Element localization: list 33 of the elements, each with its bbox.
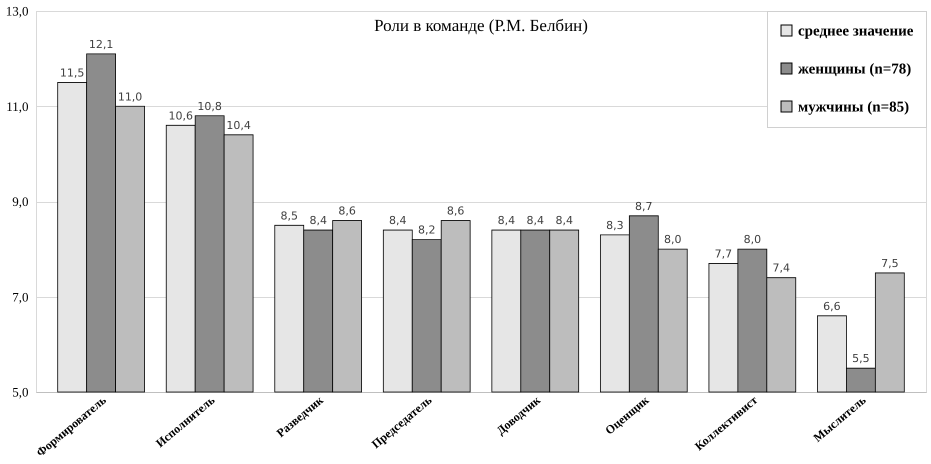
chart-title: Роли в команде (Р.М. Белбин) xyxy=(374,16,588,35)
data-label: 10,4 xyxy=(226,118,251,132)
legend-label: среднее значение xyxy=(798,24,914,40)
data-label: 8,6 xyxy=(446,204,464,218)
data-label: 8,4 xyxy=(309,214,327,228)
data-label: 8,0 xyxy=(744,233,762,246)
data-label: 8,4 xyxy=(555,214,573,228)
data-label: 5,5 xyxy=(852,352,870,366)
data-label: 8,7 xyxy=(635,200,653,213)
y-tick-label: 9,0 xyxy=(12,194,28,209)
data-label: 11,5 xyxy=(60,66,84,80)
data-label: 8,6 xyxy=(338,204,356,218)
data-label: 8,3 xyxy=(606,218,624,232)
y-tick-label: 5,0 xyxy=(12,384,28,400)
legend-label: женщины (n=78) xyxy=(798,62,912,78)
data-label: 8,4 xyxy=(389,214,407,228)
data-label: 7,4 xyxy=(772,262,790,275)
data-label: 7,5 xyxy=(881,256,899,270)
legend-label: мужчины (n=85) xyxy=(798,100,910,116)
data-label: 6,6 xyxy=(823,300,841,313)
data-label: 10,8 xyxy=(197,100,222,113)
y-tick-label: 13,0 xyxy=(6,4,28,18)
y-tick-label: 7,0 xyxy=(12,289,28,304)
data-label: 10,6 xyxy=(168,109,193,122)
data-label: 8,4 xyxy=(498,214,516,228)
y-tick-label: 11,0 xyxy=(6,98,28,114)
data-label: 8,0 xyxy=(664,233,682,246)
data-label: 8,2 xyxy=(418,224,436,237)
data-label: 8,5 xyxy=(280,209,298,222)
data-label: 12,1 xyxy=(88,38,114,51)
data-label: 7,7 xyxy=(714,247,732,260)
data-label: 11,0 xyxy=(118,90,142,104)
data-label: 8,4 xyxy=(526,214,544,228)
